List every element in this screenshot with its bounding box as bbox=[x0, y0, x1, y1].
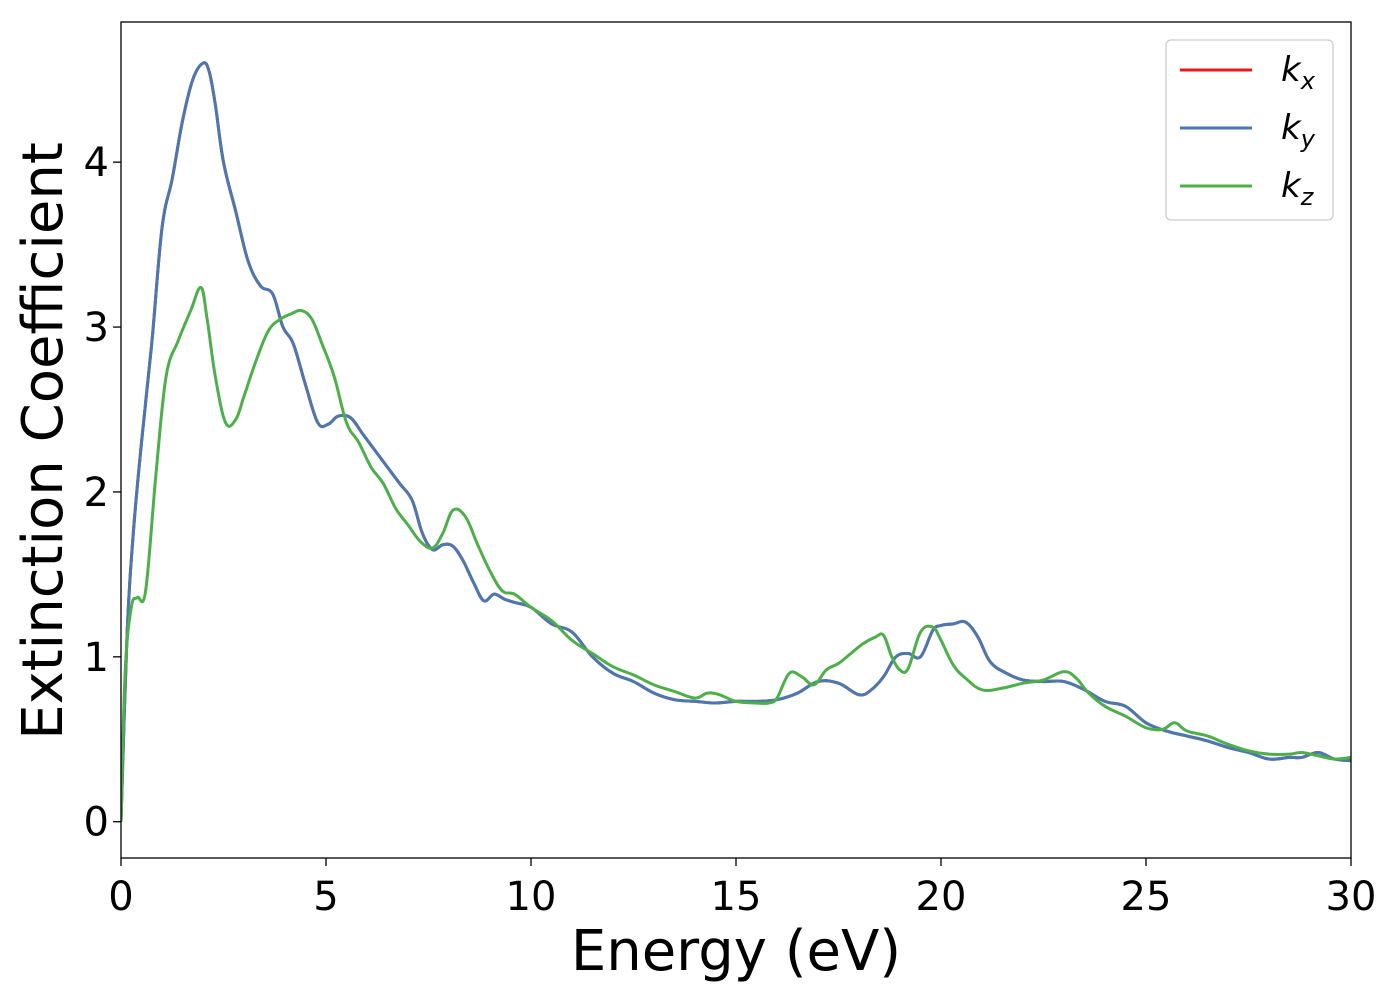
axes-layer: 0 5 10 15 20 25 30 0 1 2 3 4 bbox=[84, 21, 1377, 920]
x-tick-label: 30 bbox=[1326, 874, 1377, 920]
plot-area bbox=[121, 61, 1351, 822]
legend-label-x: kx bbox=[1281, 50, 1316, 95]
legend-box bbox=[1165, 39, 1334, 221]
x-tick-label: 15 bbox=[711, 874, 762, 920]
y-tick-label: 3 bbox=[84, 305, 109, 351]
series-line-z bbox=[121, 285, 1351, 822]
x-tick-label: 5 bbox=[313, 874, 338, 920]
x-tick-label: 0 bbox=[108, 874, 133, 920]
y-tick-label: 1 bbox=[84, 635, 109, 681]
legend-label-z: kz bbox=[1281, 166, 1315, 211]
y-tick-label: 4 bbox=[84, 140, 109, 186]
y-axis-title: Extinction Coefficient bbox=[11, 142, 76, 740]
y-tick-label: 0 bbox=[84, 800, 109, 846]
legend: kx ky kz bbox=[1165, 39, 1334, 221]
x-tick-label: 25 bbox=[1121, 874, 1172, 920]
legend-label-y: ky bbox=[1281, 108, 1316, 153]
y-tick-label: 2 bbox=[84, 470, 109, 516]
x-tick-label: 10 bbox=[506, 874, 557, 920]
x-axis-title: Energy (eV) bbox=[571, 919, 901, 984]
x-tick-label: 20 bbox=[916, 874, 967, 920]
